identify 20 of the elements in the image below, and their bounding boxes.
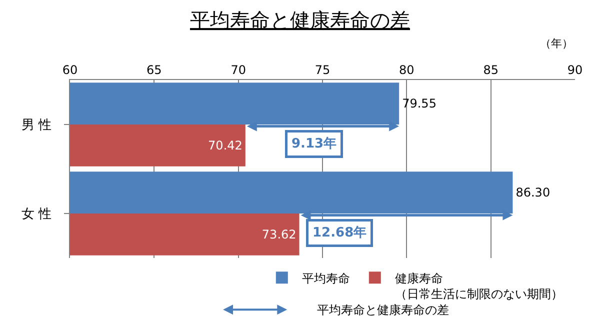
y-tick-label: 女 性	[21, 207, 52, 222]
x-tick-label: 90	[567, 63, 583, 78]
legend-label: 健康寿命（日常生活に制限のない期間）	[394, 271, 563, 301]
legend-label: 平均寿命	[302, 272, 350, 286]
x-tick-label: 80	[399, 63, 414, 78]
annotation: 12.68年	[312, 226, 367, 240]
data-label: 73.62	[262, 227, 296, 242]
x-tick-label: 60	[62, 63, 78, 78]
data-label: 86.30	[516, 186, 550, 200]
x-tick-label: 85	[483, 63, 498, 78]
data-label: 79.55	[402, 96, 436, 111]
data-label: 70.42	[208, 138, 242, 152]
x-tick-label: 65	[146, 63, 162, 78]
x-tick-label: 75	[314, 63, 330, 78]
annotation: 9.13年	[292, 136, 337, 152]
x-tick-label: 70	[230, 63, 246, 78]
y-tick-label: 男 性	[21, 118, 52, 134]
text: 平均寿命と健康寿命の差	[190, 8, 410, 32]
x-axis-title: （年）	[540, 37, 573, 50]
text: 平均寿命と健康寿命の差	[317, 303, 449, 317]
